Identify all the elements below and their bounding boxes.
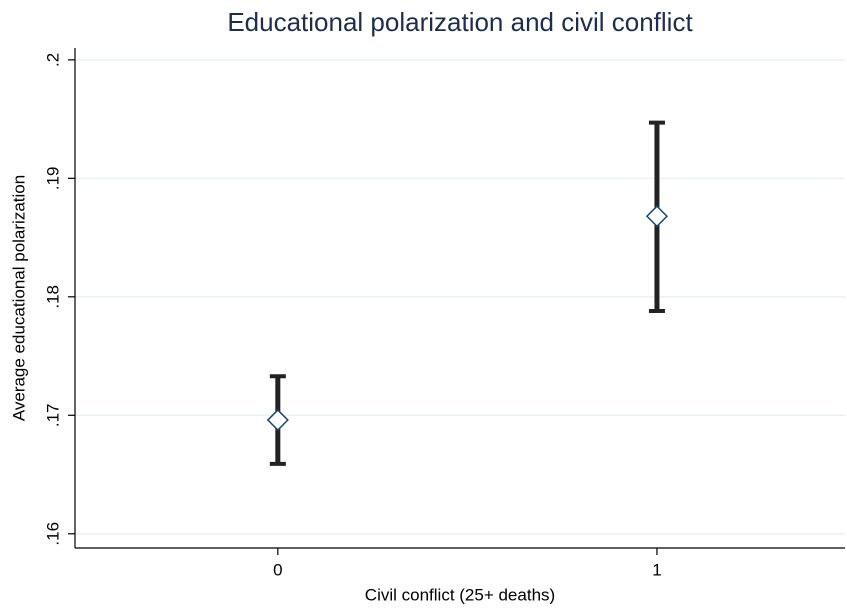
x-axis-title: Civil conflict (25+ deaths) <box>365 585 555 604</box>
y-tick-label: .17 <box>43 403 62 427</box>
marker <box>645 205 669 228</box>
y-tick-label: .19 <box>43 167 62 191</box>
marker <box>266 408 289 432</box>
chart-title: Educational polarization and civil confl… <box>227 7 693 37</box>
y-axis-title: Average educational polarization <box>9 175 28 421</box>
y-tick-label: .2 <box>43 53 62 67</box>
y-tick-label: .18 <box>43 285 62 309</box>
x-tick-label: 0 <box>273 560 282 579</box>
x-tick-label: 1 <box>652 560 661 579</box>
y-tick-label: .16 <box>43 522 62 546</box>
